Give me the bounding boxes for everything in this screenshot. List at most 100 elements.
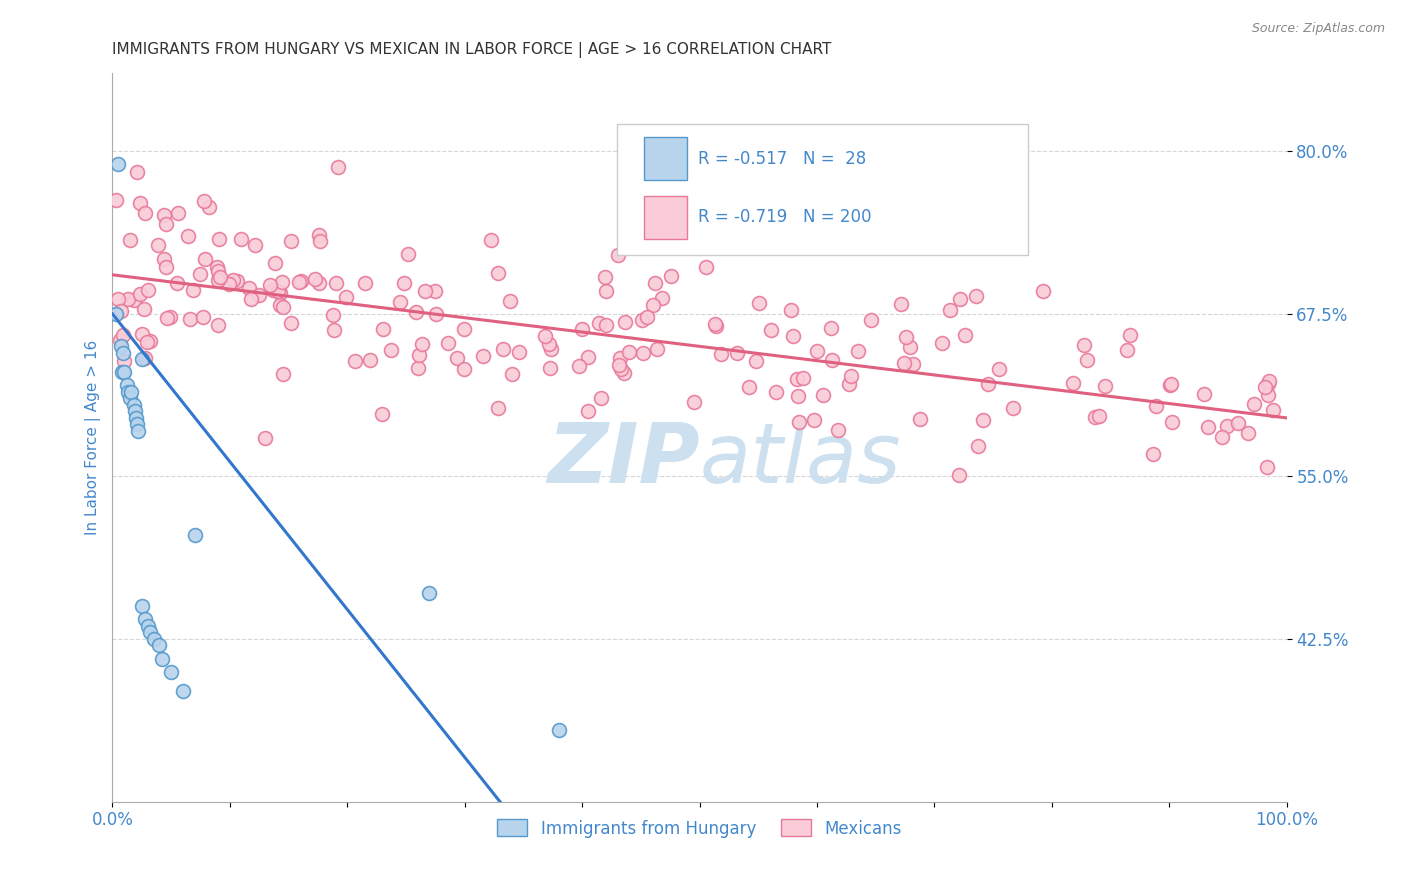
Point [617,345,640,359]
Point [155,260,177,274]
Point [411,337,433,351]
Point [150,651,173,665]
Point [181,283,204,297]
Point [765,384,787,399]
Point [1211,430,1233,444]
Point [613,315,636,329]
Point [371,322,394,336]
Text: R = -0.517   N =  28: R = -0.517 N = 28 [699,150,866,168]
Point [631,313,654,327]
Point [437,335,460,350]
Point [124,404,146,418]
Point [120,384,142,399]
Point [247,287,270,301]
Point [967,439,990,453]
Point [280,316,302,330]
Point [659,268,682,283]
Point [453,322,475,336]
Point [695,260,717,274]
Point [806,343,828,358]
Point [153,208,176,222]
Point [117,292,139,306]
Point [125,410,148,425]
Point [142,632,165,646]
Text: Source: ZipAtlas.com: Source: ZipAtlas.com [1251,22,1385,36]
Point [207,264,229,278]
Point [335,290,357,304]
Point [253,431,276,445]
Point [481,233,503,247]
Point [588,316,610,330]
Point [540,343,562,357]
Point [1243,397,1265,411]
Point [613,366,636,380]
Point [136,619,159,633]
Point [446,351,468,365]
Point [418,586,440,600]
Point [571,321,593,335]
Point [188,267,211,281]
Point [703,317,725,331]
Point [607,359,630,373]
Point [486,401,509,415]
Point [280,235,302,249]
Point [821,353,844,368]
Point [650,291,672,305]
Point [125,165,148,179]
Point [125,417,148,432]
Point [104,307,127,321]
Point [172,684,194,698]
Point [134,205,156,219]
Point [748,296,770,310]
Point [987,362,1010,376]
Point [122,398,145,412]
Point [304,272,326,286]
Point [177,229,200,244]
Point [471,350,494,364]
Point [146,238,169,252]
Point [1062,376,1084,390]
Point [392,277,415,291]
Point [267,284,290,298]
Point [107,157,129,171]
Point [1115,343,1137,358]
Point [782,328,804,343]
Point [890,297,912,311]
Point [105,193,128,207]
Point [359,353,381,368]
Point [786,372,808,386]
Point [636,310,658,324]
Point [1197,420,1219,434]
Point [949,292,972,306]
Point [644,276,666,290]
Point [134,351,156,365]
Point [683,395,706,409]
Point [1258,375,1281,389]
Point [631,345,654,359]
Point [704,319,727,334]
Point [263,256,285,270]
Point [547,723,569,737]
Point [205,260,228,274]
FancyBboxPatch shape [617,124,1028,255]
Point [779,303,801,318]
Point [595,284,617,298]
Point [197,200,219,214]
Point [322,308,344,322]
Point [508,345,530,359]
Point [538,360,561,375]
Y-axis label: In Labor Force | Age > 16: In Labor Force | Age > 16 [86,340,101,535]
Point [1257,377,1279,392]
Point [827,423,849,437]
Point [136,283,159,297]
Point [1088,409,1111,423]
Point [1192,386,1215,401]
Point [118,233,141,247]
Point [787,389,810,403]
Point [127,424,149,438]
Point [710,347,733,361]
Point [166,277,188,291]
Point [1237,425,1260,440]
Point [148,639,170,653]
Text: R = -0.719   N = 200: R = -0.719 N = 200 [699,208,872,226]
